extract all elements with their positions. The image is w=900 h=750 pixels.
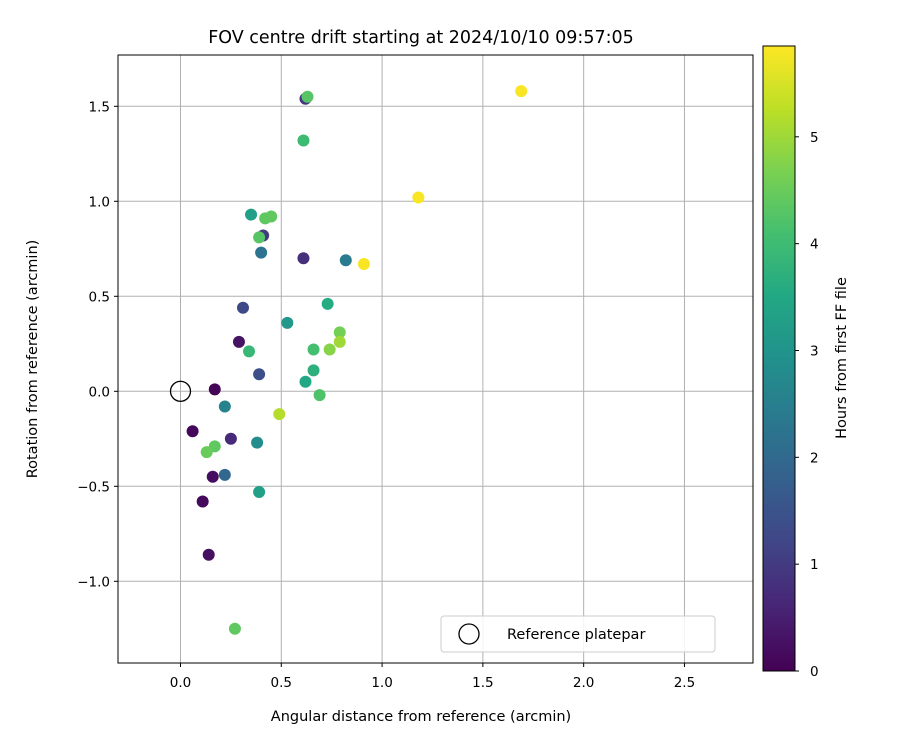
- data-point: [202, 548, 215, 561]
- colorbar-title: Hours from first FF file: [834, 277, 850, 439]
- colorbar-ticks: 0 1 2 3 4 5: [795, 130, 819, 680]
- reference-platepar-marker: [169, 380, 192, 402]
- x-axis-title: Angular distance from reference (arcmin): [271, 709, 571, 725]
- data-point: [412, 191, 425, 204]
- legend: Reference platepar: [440, 615, 716, 653]
- colorbar-tick-label: 2: [810, 450, 819, 466]
- data-point: [307, 343, 320, 356]
- data-point: [321, 297, 334, 310]
- colorbar-tick-label: 3: [810, 343, 819, 359]
- y-tick-label: 0.0: [89, 384, 110, 400]
- x-tick-label: 2.5: [674, 675, 695, 691]
- grid: [118, 55, 753, 663]
- x-axis-ticks: 0.0 0.5 1.0 1.5 2.0 2.5: [170, 663, 695, 691]
- data-point: [333, 335, 346, 348]
- plot-frame: [117, 54, 754, 664]
- data-point: [333, 326, 346, 339]
- data-point: [208, 383, 221, 396]
- scatter-points: [186, 85, 528, 635]
- y-tick-label: −0.5: [77, 479, 110, 495]
- data-point: [357, 258, 370, 270]
- data-point: [218, 400, 231, 413]
- data-point: [313, 389, 326, 402]
- data-point: [297, 134, 310, 147]
- y-axis-ticks: −1.0 −0.5 0.0 0.5 1.0 1.5: [77, 99, 118, 590]
- data-point: [339, 254, 352, 267]
- x-tick-label: 1.0: [371, 675, 392, 691]
- reference-marker: [169, 380, 192, 402]
- y-tick-label: −1.0: [77, 574, 110, 590]
- colorbar-tick-label: 5: [810, 130, 819, 146]
- legend-marker-reference: [458, 623, 480, 645]
- data-point: [224, 432, 237, 445]
- data-point: [307, 364, 320, 377]
- data-point: [301, 90, 314, 103]
- data-point: [253, 231, 266, 244]
- data-point: [253, 368, 266, 381]
- colorbar: 0 1 2 3 4 5 Hours from first FF file: [762, 45, 850, 680]
- data-point: [281, 316, 294, 329]
- y-tick-label: 1.5: [89, 99, 110, 115]
- data-point: [323, 343, 336, 356]
- x-tick-label: 0.0: [170, 675, 191, 691]
- data-point: [196, 495, 209, 508]
- legend-label-reference: Reference platepar: [507, 627, 645, 643]
- data-point: [515, 85, 528, 98]
- colorbar-tick-label: 0: [810, 664, 819, 680]
- chart-title: FOV centre drift starting at 2024/10/10 …: [208, 28, 634, 48]
- data-point: [228, 622, 241, 635]
- x-tick-label: 1.5: [472, 675, 493, 691]
- colorbar-gradient: [762, 45, 796, 672]
- y-tick-label: 1.0: [89, 194, 110, 210]
- y-tick-label: 0.5: [89, 289, 110, 305]
- data-point: [218, 468, 231, 481]
- data-point: [273, 408, 286, 421]
- x-tick-label: 2.0: [573, 675, 594, 691]
- data-point: [251, 436, 264, 449]
- data-point: [200, 446, 213, 459]
- y-axis-title: Rotation from reference (arcmin): [25, 240, 41, 479]
- colorbar-tick-label: 4: [810, 237, 819, 253]
- data-point: [186, 425, 199, 438]
- data-point: [255, 246, 268, 259]
- data-point: [232, 335, 245, 348]
- data-point: [299, 375, 312, 388]
- colorbar-tick-label: 1: [810, 557, 819, 573]
- data-point: [253, 486, 266, 498]
- data-point: [245, 208, 258, 221]
- x-tick-label: 0.5: [271, 675, 292, 691]
- data-point: [236, 301, 249, 314]
- data-point: [265, 210, 278, 223]
- data-point: [243, 345, 256, 358]
- data-point: [297, 252, 310, 265]
- legend-box: [440, 615, 716, 653]
- data-point: [206, 470, 219, 483]
